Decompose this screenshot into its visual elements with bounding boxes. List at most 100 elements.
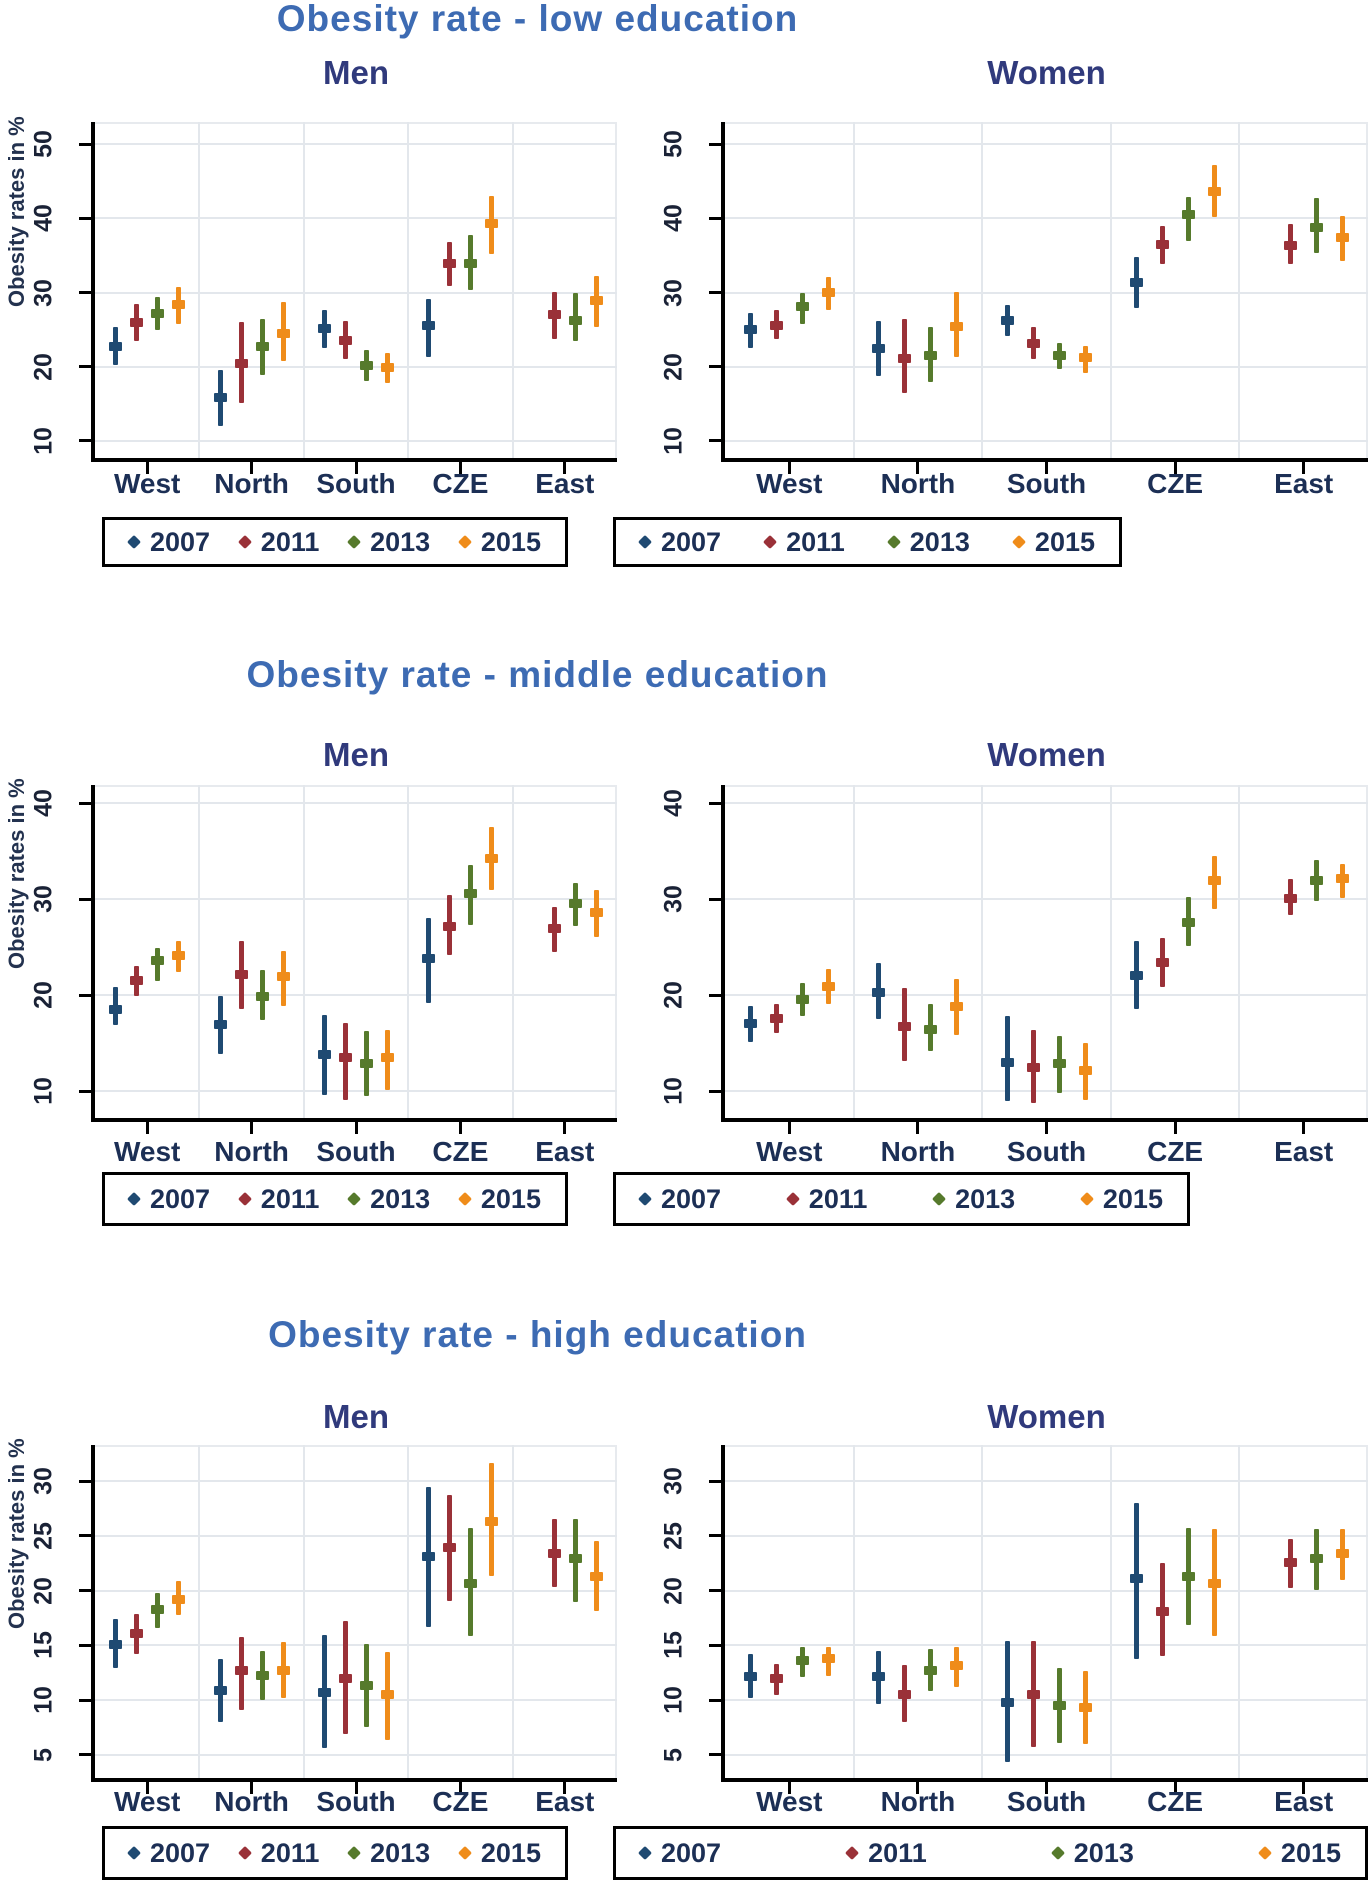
x-category-label-west: West bbox=[756, 1786, 823, 1817]
panel-subtitle-high-women: Women bbox=[987, 1398, 1106, 1435]
point-2013-east bbox=[1310, 222, 1324, 232]
y-tick-label-20: 20 bbox=[659, 1576, 688, 1605]
y-tick-label-25: 25 bbox=[29, 1522, 58, 1550]
point-2015-north bbox=[950, 322, 964, 332]
gridline-y-30 bbox=[95, 291, 617, 294]
x-tick-West bbox=[787, 462, 791, 474]
point-2011-south bbox=[1027, 339, 1040, 349]
point-2011-north bbox=[898, 1022, 912, 1032]
legend-label-2007: 2007 bbox=[661, 1837, 722, 1868]
x-tick-East bbox=[563, 1782, 567, 1794]
point-2007-south bbox=[1001, 316, 1014, 326]
x-tick-East bbox=[1302, 1782, 1306, 1794]
gridline-x-4 bbox=[511, 122, 514, 458]
x-tick-South bbox=[354, 1122, 358, 1134]
point-2013-north bbox=[255, 342, 269, 352]
point-2015-cze bbox=[485, 219, 499, 229]
gridline-y-10 bbox=[95, 439, 617, 442]
x-axis-line-middle-men bbox=[91, 1118, 617, 1122]
gridline-x-4 bbox=[511, 785, 514, 1118]
legend-item-2015: 2015 bbox=[457, 1838, 541, 1869]
plot-border-right bbox=[1366, 122, 1368, 458]
point-2015-east bbox=[589, 296, 603, 306]
x-category-label-east: East bbox=[535, 468, 595, 499]
legend-label-2015: 2015 bbox=[1102, 1183, 1163, 1214]
point-2011-cze bbox=[443, 1543, 457, 1553]
legend-dot-2007 bbox=[637, 1845, 653, 1861]
plot-border-right bbox=[615, 1445, 617, 1778]
point-2007-south bbox=[1001, 1697, 1014, 1707]
x-tick-West bbox=[787, 1782, 791, 1794]
y-tick-label-25: 25 bbox=[659, 1522, 688, 1550]
gridline-x-3 bbox=[407, 122, 410, 458]
point-2011-east bbox=[547, 1548, 561, 1558]
point-2011-cze bbox=[1155, 958, 1169, 968]
legend-low-women: 2007 2011 2013 2015 bbox=[613, 517, 1122, 567]
point-2015-east bbox=[589, 908, 603, 918]
gridline-x-2 bbox=[302, 122, 305, 458]
legend-item-2011: 2011 bbox=[763, 527, 845, 558]
legend-item-2013: 2013 bbox=[347, 1184, 430, 1215]
point-2011-east bbox=[547, 310, 561, 320]
legend-item-2015: 2015 bbox=[1011, 526, 1095, 558]
y-tick-20 bbox=[79, 993, 91, 997]
x-tick-West bbox=[145, 1122, 149, 1134]
x-tick-CZE bbox=[458, 462, 462, 474]
x-category-label-cze: CZE bbox=[432, 468, 489, 499]
x-tick-CZE bbox=[1173, 1782, 1177, 1794]
x-tick-South bbox=[1045, 462, 1048, 474]
legend-middle-women: 2007 2011 2013 2015 bbox=[613, 1172, 1190, 1226]
point-2015-cze bbox=[1207, 1578, 1221, 1588]
y-tick-label-20: 20 bbox=[659, 981, 688, 1010]
point-2013-east bbox=[568, 899, 582, 909]
x-category-label-cze: CZE bbox=[1147, 1136, 1204, 1167]
x-tick-South bbox=[1045, 1782, 1048, 1794]
x-axis-line-high-women bbox=[721, 1778, 1368, 1782]
panel-subtitle-high-men: Men bbox=[323, 1398, 389, 1435]
y-tick-label-10: 10 bbox=[659, 1686, 688, 1715]
y-tick-20 bbox=[79, 365, 91, 369]
gridline-y-30 bbox=[725, 291, 1368, 294]
point-2015-north bbox=[950, 1660, 964, 1670]
x-category-label-north: North bbox=[880, 468, 956, 499]
y-axis-line-middle-men bbox=[91, 785, 95, 1122]
x-category-label-south: South bbox=[316, 1136, 396, 1167]
y-tick-label-40: 40 bbox=[29, 204, 58, 233]
gridline-x-1 bbox=[852, 122, 855, 458]
y-tick-30 bbox=[79, 291, 91, 295]
x-axis-line-middle-women bbox=[721, 1118, 1368, 1122]
legend-item-2015: 2015 bbox=[457, 1184, 541, 1215]
point-2015-cze bbox=[1207, 876, 1221, 886]
y-axis-title-low-men: Obesity rates in % bbox=[4, 116, 29, 307]
point-2015-south bbox=[381, 1690, 394, 1700]
y-tick-label-5: 5 bbox=[29, 1748, 58, 1762]
gridline-x-4 bbox=[1238, 122, 1241, 458]
legend-label-2011: 2011 bbox=[868, 1837, 927, 1868]
panel-subtitle-low-women: Women bbox=[987, 54, 1106, 91]
x-tick-West bbox=[787, 1122, 791, 1134]
legend-dot-2013 bbox=[1050, 1845, 1065, 1861]
gridline-x-2 bbox=[981, 785, 984, 1118]
y-tick-label-40: 40 bbox=[659, 204, 688, 233]
point-2013-cze bbox=[1181, 917, 1195, 927]
legend-dot-2015 bbox=[457, 534, 472, 550]
y-tick-20 bbox=[79, 1589, 91, 1593]
x-tick-West bbox=[145, 462, 149, 474]
point-2013-west bbox=[151, 1604, 165, 1614]
legend-label-2013: 2013 bbox=[370, 526, 431, 557]
legend-label-2015: 2015 bbox=[1280, 1837, 1341, 1868]
point-2011-east bbox=[547, 924, 561, 934]
point-2007-west bbox=[743, 325, 757, 335]
x-category-label-east: East bbox=[535, 1786, 595, 1817]
plot-border-right bbox=[1366, 1445, 1368, 1778]
point-2015-north bbox=[276, 972, 290, 982]
legend-label-2015: 2015 bbox=[1034, 526, 1095, 557]
legend-dot-2015 bbox=[1011, 534, 1026, 550]
point-2013-south bbox=[360, 1681, 373, 1691]
y-tick-label-5: 5 bbox=[659, 1748, 688, 1762]
x-category-label-west: West bbox=[113, 468, 181, 499]
gridline-y-10 bbox=[95, 1090, 617, 1093]
y-tick-30 bbox=[709, 1479, 721, 1483]
legend-dot-2015 bbox=[1257, 1845, 1272, 1861]
y-tick-40 bbox=[79, 801, 91, 805]
